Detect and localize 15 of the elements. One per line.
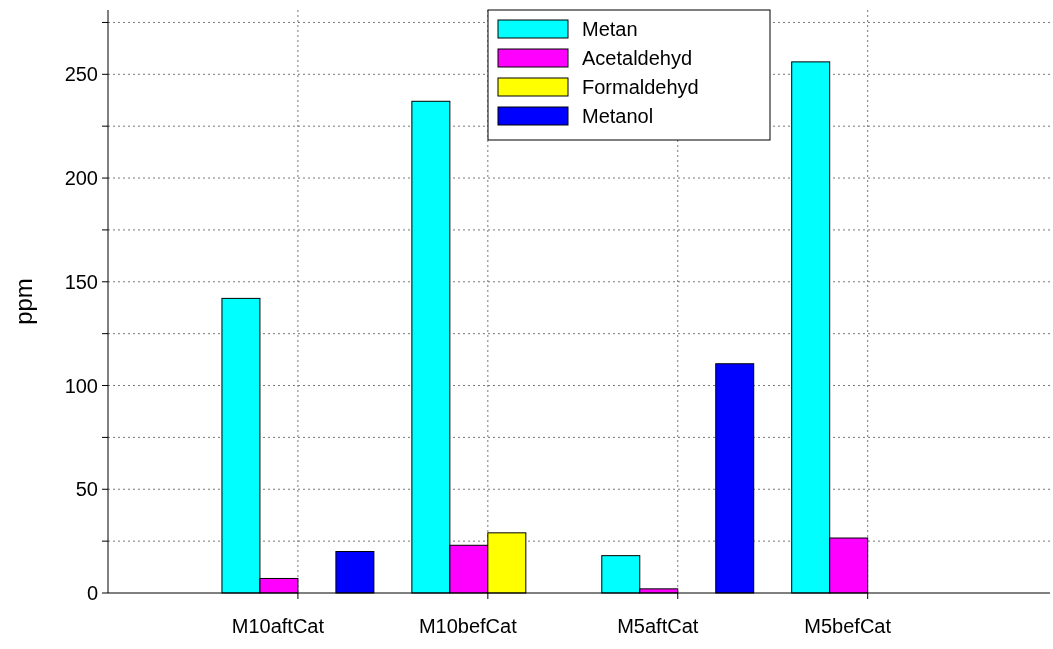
legend-label: Metan: [582, 18, 638, 40]
x-tick-label: M10befCat: [418, 615, 518, 637]
y-tick-label: 250: [64, 63, 98, 86]
x-tick-label: M5aftCat: [617, 615, 699, 637]
y-tick-label: 150: [64, 270, 98, 293]
y-tick-label: 100: [64, 374, 98, 397]
y-tick-label: 0: [86, 582, 98, 604]
y-tick-label: 200: [64, 167, 98, 190]
y-tick-label: 50: [75, 478, 98, 501]
legend-label: Metanol: [582, 105, 654, 127]
x-tick-label: M10aftCat: [231, 615, 325, 637]
y-axis-title: ppm: [10, 278, 37, 325]
legend-label: Formaldehyd: [582, 76, 699, 98]
legend-label: Acetaldehyd: [582, 47, 693, 69]
x-tick-label: M5befCat: [804, 615, 892, 637]
